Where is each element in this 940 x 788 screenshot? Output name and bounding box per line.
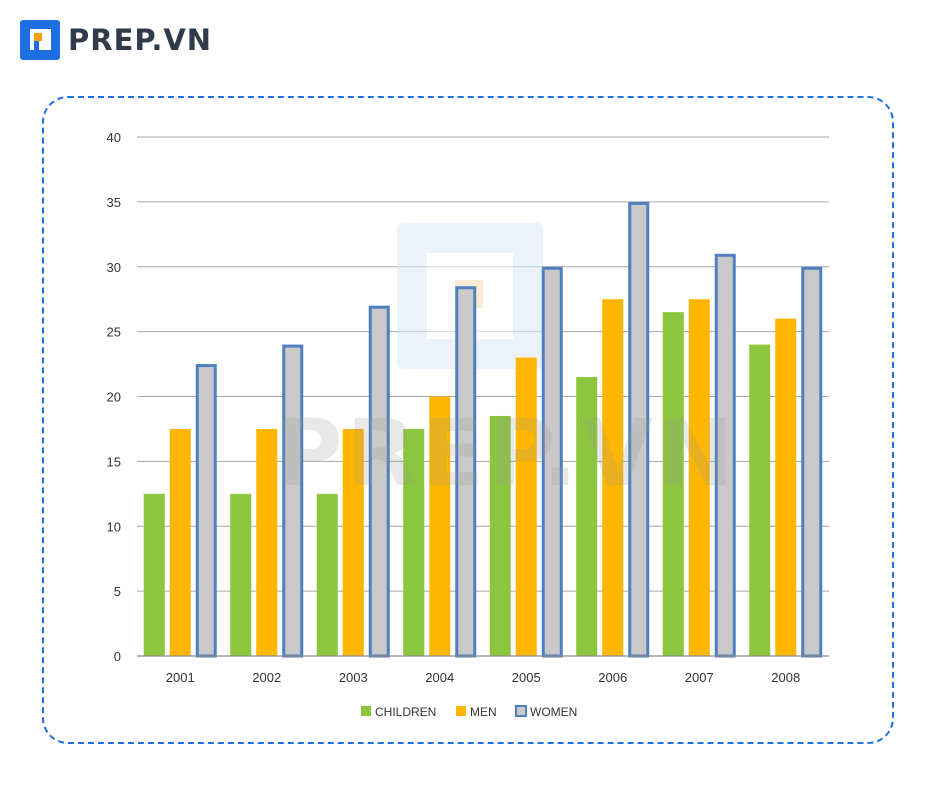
bar-women-2007: [714, 253, 736, 658]
x-tick-label-2003: 2003: [339, 670, 368, 685]
bar-men-2002: [256, 428, 278, 656]
bar-children-2006: [576, 377, 598, 656]
y-tick-label-0: 0: [114, 649, 121, 664]
y-tick-label-20: 20: [107, 390, 121, 405]
y-tick-label-10: 10: [107, 519, 121, 534]
bar-women-2006: [628, 201, 650, 658]
bar-women-2004: [455, 286, 477, 658]
bars: [143, 201, 823, 658]
prep-logo-icon: [20, 20, 60, 60]
legend-swatch-children: [361, 706, 371, 716]
legend-label-men: MEN: [470, 705, 497, 719]
bar-children-2007: [662, 312, 684, 656]
x-tick-label-2001: 2001: [166, 670, 195, 685]
gridlines: [137, 136, 829, 592]
x-tick-label-2007: 2007: [685, 670, 714, 685]
bar-men-2008: [775, 318, 797, 656]
bar-men-2005: [515, 357, 537, 656]
bar-children-2005: [489, 415, 511, 656]
bar-men-2007: [688, 299, 710, 656]
bar-men-2003: [342, 428, 364, 656]
legend-swatch-women: [515, 705, 527, 717]
y-tick-label-5: 5: [114, 584, 121, 599]
legend-label-women: WOMEN: [530, 705, 577, 719]
bar-children-2001: [143, 493, 165, 656]
brand-name: PREP.VN: [68, 23, 213, 57]
x-tick-label-2005: 2005: [512, 670, 541, 685]
bar-women-2003: [368, 305, 390, 658]
bar-women-2001: [195, 364, 217, 658]
bar-women-2005: [541, 266, 563, 658]
legend-swatch-men: [456, 706, 466, 716]
bar-women-2002: [282, 344, 304, 658]
y-tick-label-40: 40: [107, 130, 121, 145]
bar-men-2001: [169, 428, 191, 656]
x-tick-label-2004: 2004: [425, 670, 454, 685]
legend-label-children: CHILDREN: [375, 705, 436, 719]
bar-men-2006: [602, 299, 624, 656]
bar-children-2008: [749, 344, 771, 656]
x-tick-label-2002: 2002: [252, 670, 281, 685]
x-tick-label-2008: 2008: [771, 670, 800, 685]
y-tick-label-15: 15: [107, 454, 121, 469]
bar-children-2002: [230, 493, 252, 656]
brand: PREP.VN: [20, 20, 212, 60]
x-tick-label-2006: 2006: [598, 670, 627, 685]
bar-men-2004: [429, 396, 451, 656]
bar-women-2008: [801, 266, 823, 658]
bar-children-2003: [316, 493, 338, 656]
legend: CHILDREN MEN WOMEN: [361, 705, 577, 719]
y-tick-label-35: 35: [107, 195, 121, 210]
y-axis-ticks: 0 5 10 15 20 25 30 35 40: [107, 130, 121, 664]
x-axis-ticks: 2001 2002 2003 2004 2005 2006 2007 2008: [166, 670, 800, 685]
y-tick-label-25: 25: [107, 325, 121, 340]
y-tick-label-30: 30: [107, 260, 121, 275]
bar-children-2004: [403, 428, 425, 656]
